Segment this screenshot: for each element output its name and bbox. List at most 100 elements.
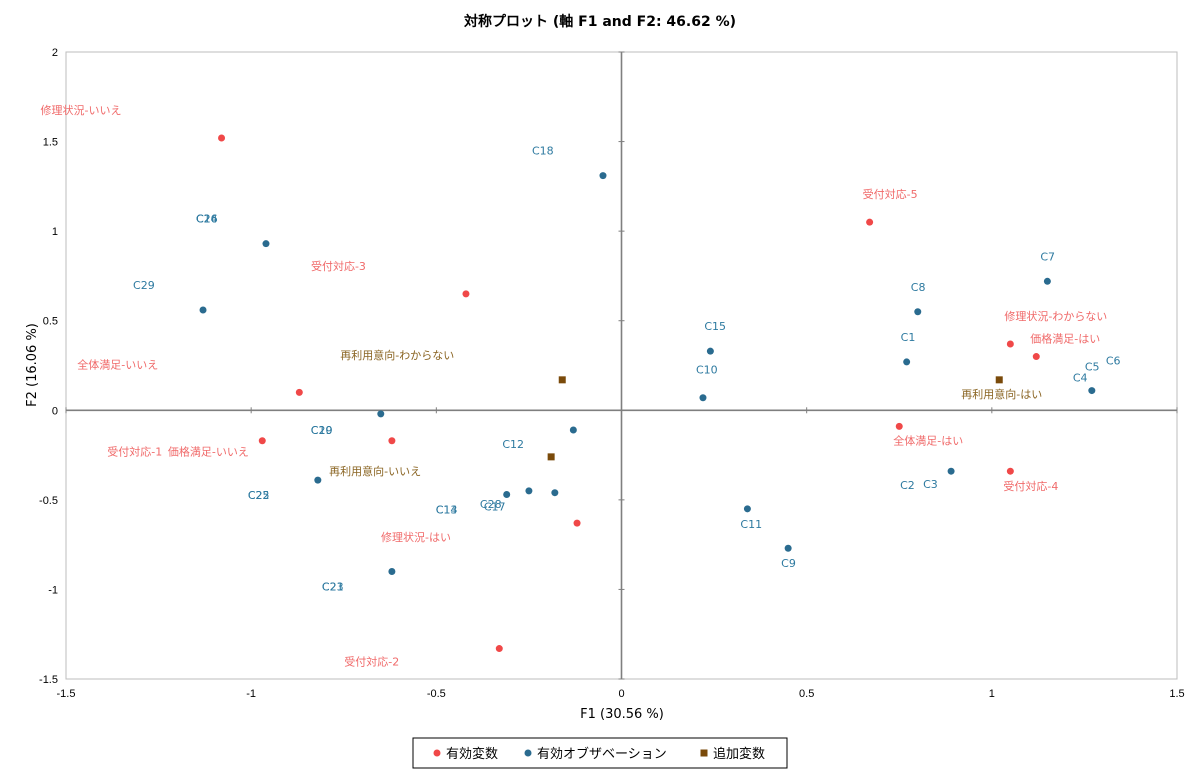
point-label: 受付対応-5: [863, 187, 918, 201]
point-marker: [599, 172, 607, 180]
point-marker: [1006, 467, 1014, 475]
point-label: C17: [484, 501, 506, 514]
point-label: 受付対応-1: [107, 445, 162, 459]
point-marker: [551, 489, 559, 497]
point-label: C25: [248, 489, 270, 502]
point-label: 価格満足-いいえ: [168, 445, 249, 459]
point-marker: [295, 388, 303, 396]
point-label: C13: [436, 503, 458, 516]
legend-label: 有効オブザベーション: [537, 746, 667, 762]
point-marker: [784, 544, 792, 552]
x-tick-label: 1: [989, 688, 995, 700]
point-marker: [706, 347, 714, 355]
legend-label: 追加変数: [713, 746, 765, 762]
legend-label: 有効変数: [446, 746, 498, 762]
point-label: C28: [480, 498, 502, 511]
point-label: C12: [502, 438, 524, 451]
point-label: C1: [901, 331, 916, 344]
y-tick-label: 0.5: [43, 316, 58, 328]
point-label: C23: [322, 581, 344, 594]
y-tick-label: 0: [52, 405, 58, 417]
point-marker: [1032, 353, 1040, 361]
point-label: 価格満足-はい: [1030, 332, 1100, 346]
x-tick-label: -0.5: [427, 688, 446, 700]
point-marker: [262, 240, 270, 248]
x-tick-label: -1: [246, 688, 256, 700]
y-tick-label: -0.5: [39, 495, 58, 507]
point-marker: [199, 306, 207, 314]
point-marker: [503, 490, 511, 498]
point-label: C16: [196, 213, 218, 226]
point-marker: [218, 134, 226, 142]
point-marker: [995, 376, 1003, 384]
y-tick-label: 1.5: [43, 137, 58, 149]
point-label: 受付対応-3: [311, 259, 366, 273]
point-label: 修理状況-いいえ: [41, 103, 122, 117]
x-tick-label: 0.5: [799, 688, 814, 700]
point-label: 受付対応-4: [1003, 479, 1058, 493]
point-label: C4: [1073, 372, 1088, 385]
point-marker: [258, 437, 266, 445]
point-label: C2: [900, 479, 915, 492]
point-marker: [388, 437, 396, 445]
point-label: 修理状況-わからない: [1004, 309, 1107, 323]
point-label: 再利用意向-はい: [961, 387, 1042, 401]
point-marker: [866, 218, 874, 226]
point-label: C6: [1106, 355, 1121, 368]
point-label: 受付対応-2: [344, 655, 399, 669]
tick-labels: -1.5 -1 -0.5 0 0.5 1 1.5 -1.5 -1 -0.5 0 0.5 1 1.5 2: [39, 47, 1185, 700]
y-tick-label: -1: [48, 584, 58, 596]
legend: 有効変数 有効オブザベーション 追加変数: [412, 737, 788, 769]
point-label: C21: [322, 581, 344, 594]
point-marker: [743, 505, 751, 513]
axes: [65, 51, 1178, 680]
y-tick-label: 2: [52, 47, 58, 59]
point-marker: [525, 487, 533, 495]
point-label: 全体満足-はい: [893, 433, 963, 447]
point-label: 全体満足-いいえ: [77, 357, 158, 371]
point-label: 再利用意向-いいえ: [329, 464, 421, 478]
point-marker: [903, 358, 911, 366]
point-label: C8: [911, 281, 926, 294]
point-marker: [1006, 340, 1014, 348]
legend-marker: [524, 749, 532, 757]
point-label: C19: [311, 424, 333, 437]
y-tick-label: -1.5: [39, 674, 58, 686]
point-marker: [914, 308, 922, 316]
x-tick-label: -1.5: [57, 688, 76, 700]
point-marker: [388, 568, 396, 576]
point-label: C15: [704, 320, 726, 333]
point-label: C11: [740, 518, 762, 531]
point-marker: [377, 410, 385, 418]
point-label: 再利用意向-わからない: [340, 348, 454, 362]
legend-marker: [700, 749, 708, 757]
point-label: C29: [133, 279, 155, 292]
y-tick-label: 1: [52, 226, 58, 238]
point-marker: [558, 376, 566, 384]
point-marker: [314, 476, 322, 484]
x-axis-title: F1 (30.56 %): [580, 707, 664, 722]
legend-box: [412, 737, 788, 769]
legend-marker: [433, 749, 441, 757]
point-marker: [495, 645, 503, 653]
point-label: C5: [1085, 361, 1100, 374]
point-label: C7: [1040, 250, 1055, 263]
point-label: C22: [248, 489, 270, 502]
point-marker: [947, 467, 955, 475]
point-marker: [573, 519, 581, 527]
point-label: C3: [923, 478, 938, 491]
data-points: [199, 134, 1096, 653]
point-marker: [1043, 277, 1051, 285]
point-marker: [547, 453, 555, 461]
point-marker: [895, 422, 903, 430]
point-label: C26: [196, 213, 218, 226]
point-label: 修理状況-はい: [381, 530, 451, 544]
y-axis-title: F2 (16.06 %): [25, 323, 40, 407]
point-label: C20: [311, 424, 333, 437]
chart-title: 対称プロット (軸 F1 and F2: 46.62 %): [463, 13, 736, 30]
point-marker: [569, 426, 577, 434]
point-label: C9: [781, 557, 796, 570]
point-label: C24: [196, 213, 218, 226]
